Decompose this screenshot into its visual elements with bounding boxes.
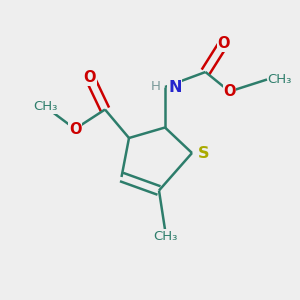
Text: CH₃: CH₃ xyxy=(153,230,177,242)
Text: O: O xyxy=(69,122,81,136)
Text: CH₃: CH₃ xyxy=(33,100,57,113)
Text: CH₃: CH₃ xyxy=(267,73,291,86)
Text: O: O xyxy=(84,70,96,86)
Text: O: O xyxy=(223,84,236,99)
Text: S: S xyxy=(197,146,209,160)
Text: H: H xyxy=(151,80,160,94)
Text: N: N xyxy=(168,80,182,94)
Text: O: O xyxy=(217,36,230,51)
